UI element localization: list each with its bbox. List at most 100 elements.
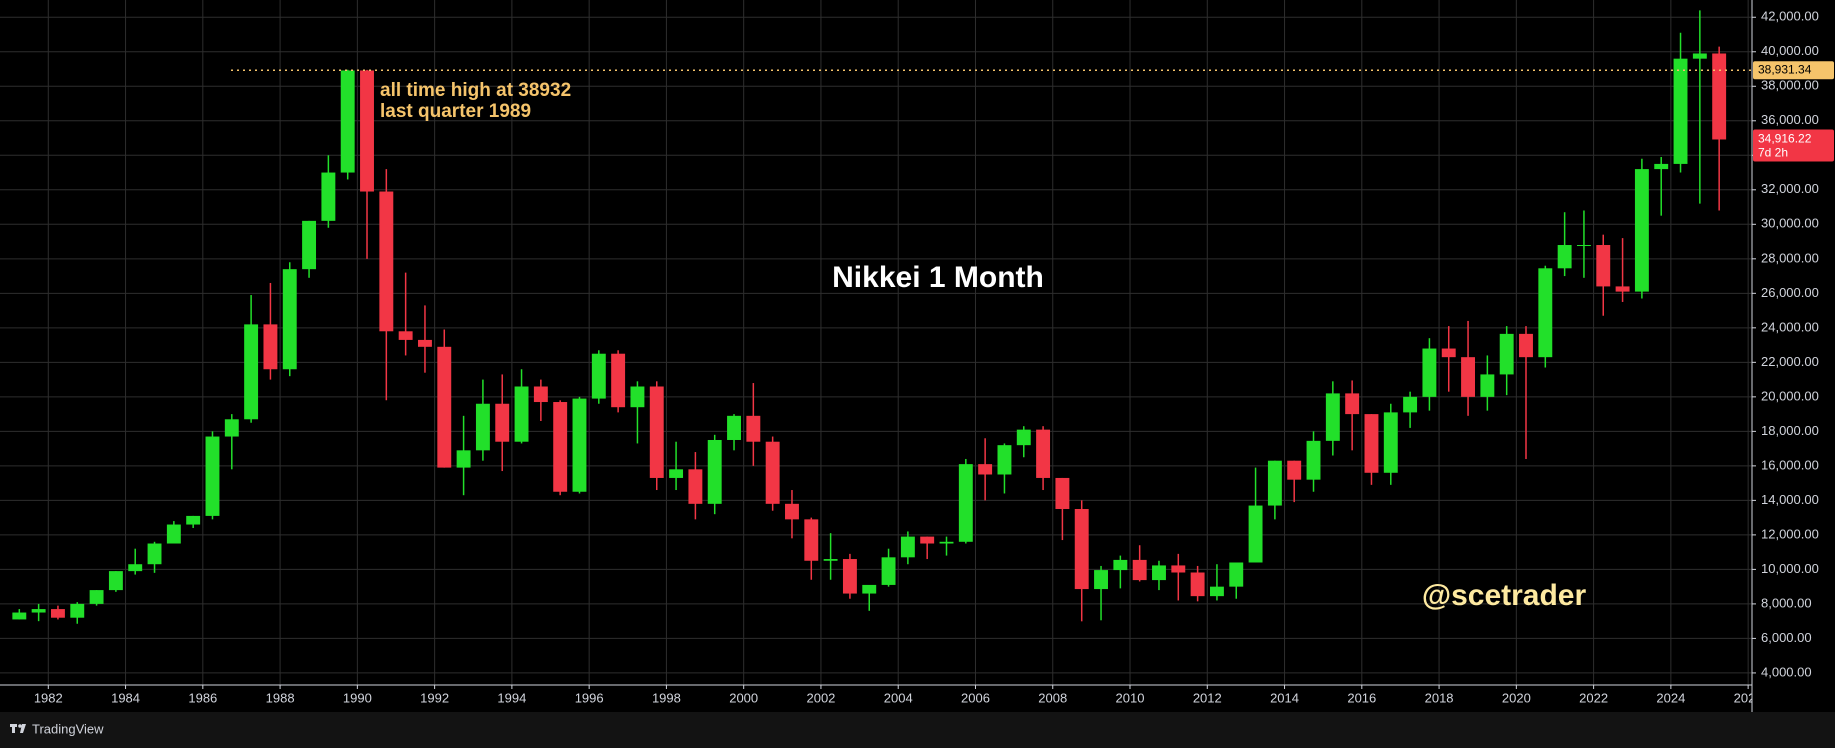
x-tick-label: 2006 <box>961 690 990 705</box>
y-tick-label: 10,000.00 <box>1761 561 1819 576</box>
candle-body <box>1654 163 1669 170</box>
candle-body <box>31 609 46 613</box>
candle-body <box>514 386 529 442</box>
reference-price-box <box>1753 61 1834 80</box>
y-tick-label: 40,000.00 <box>1761 43 1819 58</box>
candle-body <box>842 559 857 594</box>
candle-body <box>1499 333 1514 375</box>
x-tick-label: 2010 <box>1116 690 1145 705</box>
candle-body <box>958 464 973 542</box>
candle-body <box>881 557 896 585</box>
x-tick-label: 1984 <box>111 690 140 705</box>
branding[interactable]: TradingView <box>32 721 104 736</box>
x-tick-label: 2008 <box>1038 690 1067 705</box>
candle-body <box>533 386 548 403</box>
candle-body <box>50 609 65 618</box>
candle-body <box>1576 245 1591 247</box>
candle-body <box>553 402 568 492</box>
candle-body <box>108 571 123 591</box>
candle-body <box>1267 460 1282 506</box>
y-tick-label: 8,000.00 <box>1761 595 1812 610</box>
candle-body <box>1673 58 1688 164</box>
candle-body <box>1287 460 1302 480</box>
candle-body <box>456 450 471 468</box>
y-tick-label: 36,000.00 <box>1761 112 1819 127</box>
candle-body <box>1190 572 1205 597</box>
reference-price-label: 38,931.34 <box>1758 62 1812 76</box>
y-tick-label: 30,000.00 <box>1761 216 1819 231</box>
candle-body <box>804 519 819 561</box>
candle-body <box>166 524 181 544</box>
candle-body <box>611 353 626 408</box>
x-tick-label: 1986 <box>188 690 217 705</box>
chart-title: Nikkei 1 Month <box>832 261 1044 294</box>
candle-body <box>244 324 259 420</box>
y-tick-label: 28,000.00 <box>1761 250 1819 265</box>
candle-body <box>1441 348 1456 358</box>
candle-body <box>321 172 336 221</box>
candle-body <box>302 220 317 270</box>
candle-body <box>1634 169 1649 292</box>
candle-body <box>495 403 510 442</box>
candle-body <box>1248 505 1263 563</box>
candle-body <box>707 439 722 504</box>
x-tick-label: 1988 <box>266 690 295 705</box>
x-tick-label: 2004 <box>884 690 913 705</box>
candle-body <box>1113 559 1128 571</box>
y-tick-label: 32,000.00 <box>1761 181 1819 196</box>
candle-body <box>939 541 954 544</box>
y-tick-label: 24,000.00 <box>1761 319 1819 334</box>
candle-body <box>649 386 664 478</box>
x-axis: 1982 1984 1986 1988 1990 1992 1994 1996 1998 2000… <box>34 685 1763 705</box>
candle-body <box>688 469 703 504</box>
footer-bar <box>0 712 1835 748</box>
y-tick-label: 20,000.00 <box>1761 388 1819 403</box>
y-tick-label: 26,000.00 <box>1761 285 1819 300</box>
candle-body <box>920 536 935 544</box>
y-tick-label: 22,000.00 <box>1761 354 1819 369</box>
candle-body <box>205 436 220 516</box>
candle-body <box>475 403 490 451</box>
x-tick-label: 2024 <box>1656 690 1685 705</box>
x-tick-label: 2012 <box>1193 690 1222 705</box>
candle-body <box>1229 562 1244 587</box>
candle-body <box>1016 429 1031 446</box>
last-price-box <box>1753 129 1834 162</box>
candle-body <box>437 346 452 468</box>
last-price-label: 34,916.22 <box>1758 132 1812 146</box>
candle-body <box>1692 53 1707 59</box>
candle-body <box>1422 348 1437 397</box>
x-tick-label: 2014 <box>1270 690 1299 705</box>
x-tick-label: 1990 <box>343 690 372 705</box>
candle-body <box>900 536 915 558</box>
candle-body <box>70 603 85 618</box>
annotation: all time high at 38932 <box>380 80 571 101</box>
y-tick-label: 14,000.00 <box>1761 492 1819 507</box>
y-tick-label: 12,000.00 <box>1761 526 1819 541</box>
candle-body <box>128 564 143 572</box>
logo-icon <box>10 724 26 733</box>
countdown-label: 7d 2h <box>1758 146 1788 160</box>
candle-body <box>1519 333 1533 358</box>
candle-body <box>340 70 355 173</box>
candle-body <box>263 324 278 370</box>
candle-body <box>1036 429 1051 478</box>
candle-body <box>591 353 606 399</box>
candle-body <box>1171 565 1186 573</box>
x-tick-label: 1982 <box>34 690 63 705</box>
candle-body <box>1403 396 1418 413</box>
candle-body <box>1132 559 1147 581</box>
y-tick-label: 42,000.00 <box>1761 9 1819 24</box>
x-tick-label: 2020 <box>1502 690 1531 705</box>
candle-body <box>360 70 374 192</box>
x-tick-label: 2022 <box>1579 690 1608 705</box>
x-tick-label: 2026 <box>1734 690 1763 705</box>
y-tick-label: 16,000.00 <box>1761 457 1819 472</box>
candle-body <box>727 415 741 440</box>
candle-body <box>997 445 1012 475</box>
y-tick-label: 4,000.00 <box>1761 664 1812 679</box>
